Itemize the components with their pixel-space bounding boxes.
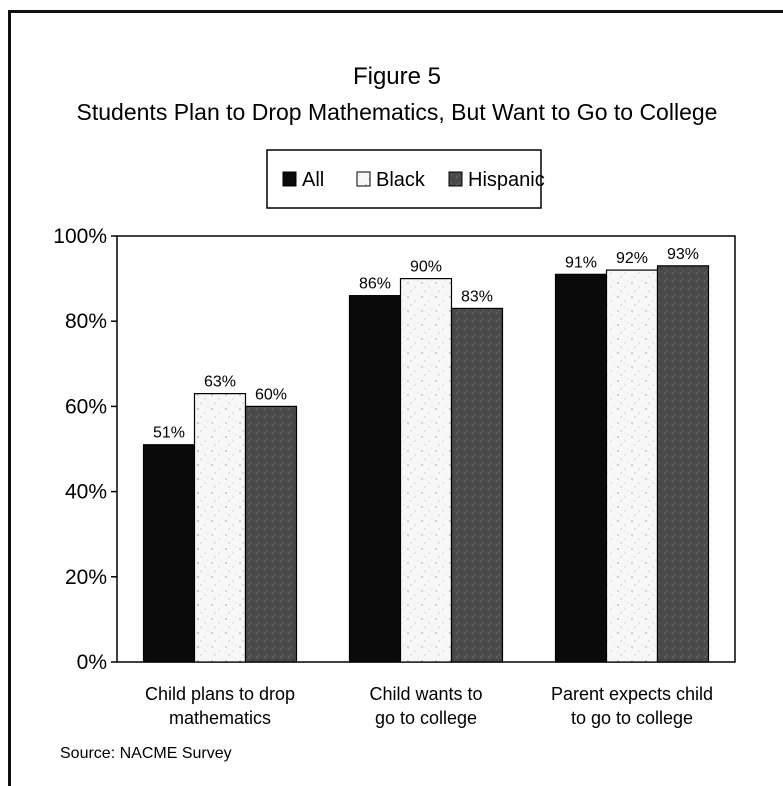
data-label-hispanic-2: 83% [461, 288, 493, 305]
legend-swatch-all [282, 171, 297, 187]
source-note: Source: NACME Survey [60, 745, 232, 762]
bar-black-3 [605, 269, 659, 663]
data-label-hispanic-1: 60% [255, 386, 287, 403]
figure-frame [8, 10, 783, 786]
y-tick-label: 100% [53, 225, 107, 248]
data-label-black-2: 90% [410, 259, 442, 276]
data-label-hispanic-3: 93% [667, 246, 699, 263]
data-label-all-2: 86% [359, 276, 391, 293]
bar-hispanic-3 [656, 265, 710, 663]
legend-label-hispanic: Hispanic [468, 169, 545, 191]
category-labels: Child plans to drop mathematics Child want… [145, 684, 713, 728]
bar-all-1 [142, 444, 196, 663]
legend-label-all: All [302, 169, 324, 191]
legend-swatch-hispanic [448, 171, 463, 187]
data-label-all-3: 91% [565, 254, 597, 271]
y-tick-label: 0% [77, 651, 107, 674]
bar-black-1 [193, 393, 247, 663]
bar-all-3 [554, 273, 608, 663]
data-label-black-1: 63% [204, 374, 236, 391]
category-label-1: Child plans to drop mathematics [145, 684, 295, 728]
category-label-3: Parent expects child to go to college [551, 684, 713, 728]
y-tick-label: 60% [65, 395, 107, 418]
figure-label: Figure 5 [353, 63, 441, 90]
chart-axes: 0% 20% 40% 60% 80% 100% [53, 225, 736, 674]
bars [142, 265, 710, 663]
legend-label-black: Black [376, 169, 426, 191]
bar-all-2 [348, 295, 402, 663]
legend: All Black Hispanic [266, 149, 545, 209]
data-label-all-1: 51% [153, 425, 185, 442]
y-tick-label: 40% [65, 481, 107, 504]
data-label-black-3: 92% [616, 250, 648, 267]
bar-black-2 [399, 278, 453, 663]
y-tick-label: 20% [65, 566, 107, 589]
bar-hispanic-2 [450, 307, 504, 663]
bar-hispanic-1 [244, 405, 298, 663]
chart-title: Students Plan to Drop Mathematics, But W… [77, 99, 718, 125]
legend-box [266, 149, 542, 209]
legend-swatch-black [356, 171, 371, 187]
category-label-2: Child wants to go to college [369, 684, 482, 728]
data-labels: 51% 86% 91% 63% 90% 92% 60% 83% 93% [153, 246, 699, 442]
y-tick-label: 80% [65, 310, 107, 333]
